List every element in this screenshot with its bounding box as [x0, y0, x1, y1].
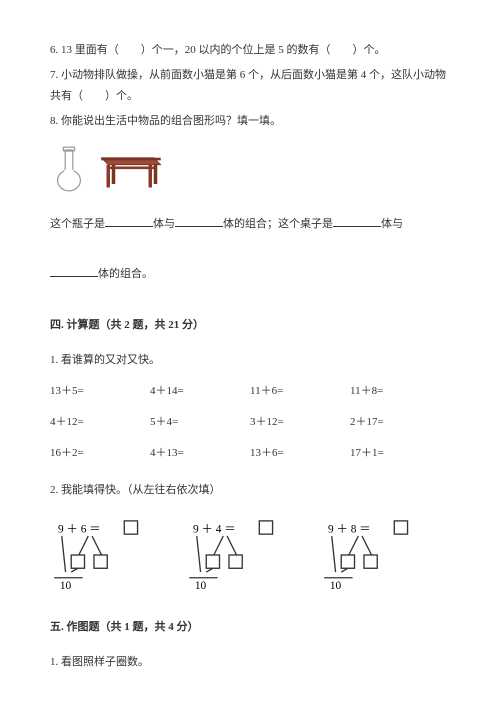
- calc-cell: 13＋6=: [250, 443, 350, 464]
- blank-3: [333, 215, 381, 227]
- calc-cell: 4＋12=: [50, 412, 150, 433]
- section-4-title: 四. 计算题（共 2 题，共 21 分）: [50, 315, 450, 336]
- decomp-diagram-3: 9 ＋ 8 ＝ 10: [320, 519, 425, 591]
- question-7: 7. 小动物排队做操，从前面数小猫是第 6 个，从后面数小猫是第 4 个，这队小…: [50, 65, 450, 107]
- result-box: [259, 521, 272, 534]
- calc-cell: 11＋6=: [250, 381, 350, 402]
- split-box-right: [94, 555, 107, 568]
- result-box: [394, 521, 407, 534]
- calc-cell: 13＋5=: [50, 381, 150, 402]
- split-box-left: [206, 555, 219, 568]
- decomp-diagram-1: 9 ＋ 6 ＝ 10: [50, 519, 155, 591]
- images-row: [50, 144, 450, 194]
- question-6: 6. 13 里面有（ ）个一，20 以内的个位上是 5 的数有（ ）个。: [50, 40, 450, 61]
- section-5-title: 五. 作图题（共 1 题，共 4 分）: [50, 617, 450, 638]
- question-8: 8. 你能说出生活中物品的组合图形吗？填一填。: [50, 111, 450, 132]
- table-icon: [96, 146, 166, 194]
- s4-q2: 2. 我能填得快。（从左往右依次填）: [50, 480, 450, 501]
- flask-icon: [50, 144, 88, 194]
- decomp-expr-3: 9 ＋ 8 ＝: [328, 523, 371, 535]
- fill-end1: 体与: [381, 218, 403, 230]
- calc-cell: 4＋14=: [150, 381, 250, 402]
- decomposition-row: 9 ＋ 6 ＝ 10 9 ＋ 4 ＝ 10 9 ＋ 8 ＝ 10: [50, 519, 450, 591]
- calc-cell: 11＋8=: [350, 381, 450, 402]
- blank-1: [105, 215, 153, 227]
- blank-2: [175, 215, 223, 227]
- split-box-right: [364, 555, 377, 568]
- decomp-diagram-2: 9 ＋ 4 ＝ 10: [185, 519, 290, 591]
- blank-4: [50, 265, 98, 277]
- split-box-left: [71, 555, 84, 568]
- split-box-right: [229, 555, 242, 568]
- fill-in-blank-text: 这个瓶子是 体与 体的组合；这个桌子是 体与 体的组合。: [50, 212, 450, 288]
- result-box: [124, 521, 137, 534]
- decomp-ten-3: 10: [330, 580, 342, 591]
- calc-grid: 13＋5= 4＋14= 11＋6= 11＋8= 4＋12= 5＋4= 3＋12=…: [50, 381, 450, 464]
- decomp-ten-1: 10: [60, 580, 72, 591]
- fill-pre1: 这个瓶子是: [50, 218, 105, 230]
- calc-cell: 4＋13=: [150, 443, 250, 464]
- calc-cell: 3＋12=: [250, 412, 350, 433]
- decomp-expr-2: 9 ＋ 4 ＝: [193, 523, 236, 535]
- fill-mid1: 体与: [153, 218, 175, 230]
- split-box-left: [341, 555, 354, 568]
- calc-cell: 17＋1=: [350, 443, 450, 464]
- s4-q1: 1. 看谁算的又对又快。: [50, 350, 450, 371]
- decomp-expr-1: 9 ＋ 6 ＝: [58, 523, 101, 535]
- fill-line2-end: 体的组合。: [98, 268, 153, 280]
- calc-cell: 5＋4=: [150, 412, 250, 433]
- fill-mid2: 体的组合；这个桌子是: [223, 218, 333, 230]
- decomp-ten-2: 10: [195, 580, 207, 591]
- calc-cell: 16＋2=: [50, 443, 150, 464]
- calc-cell: 2＋17=: [350, 412, 450, 433]
- s5-q1: 1. 看图照样子圈数。: [50, 652, 450, 673]
